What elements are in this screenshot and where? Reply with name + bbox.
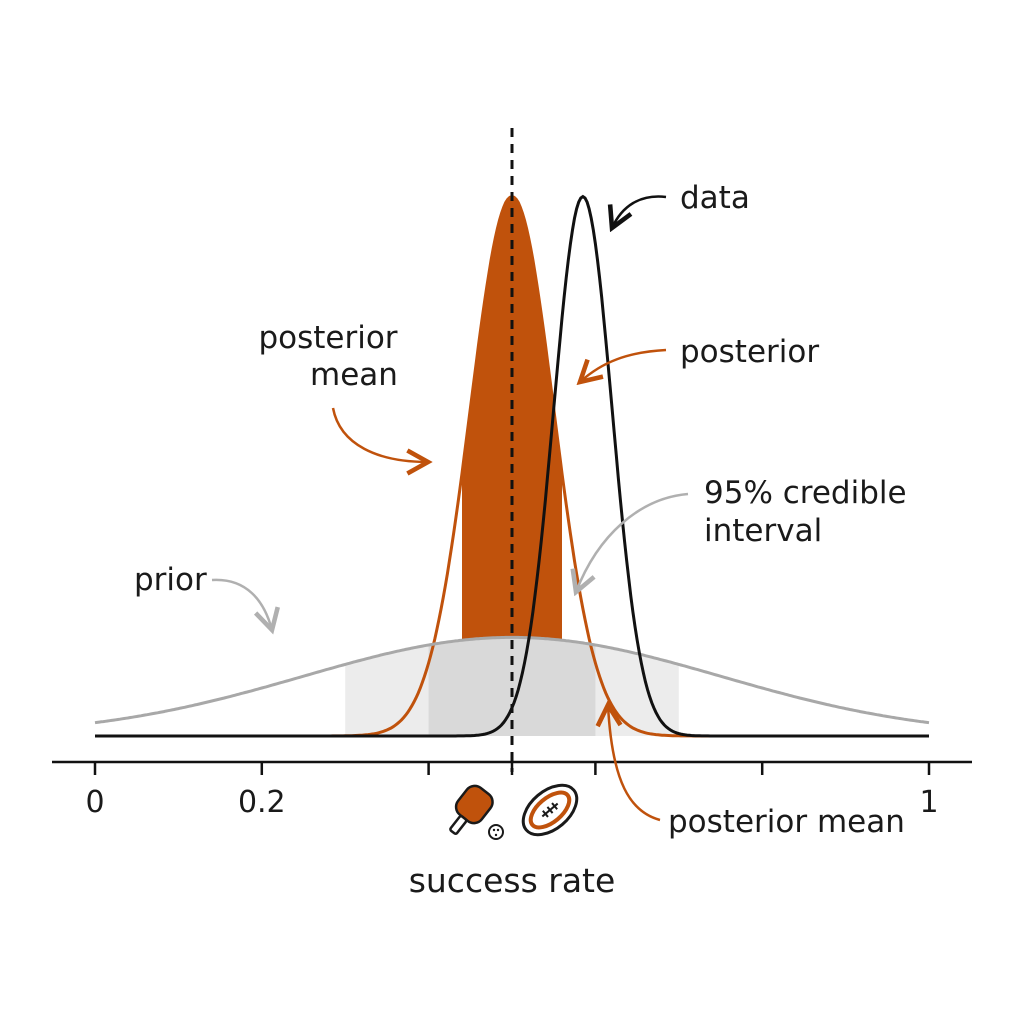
annotation-credible-line1: 95% credible	[704, 475, 907, 511]
prior-curve	[94, 635, 930, 725]
pickleball-paddle-icon	[449, 784, 494, 835]
annotation-credible-arrow	[576, 492, 689, 592]
annotation-posterior: posterior	[680, 334, 819, 370]
annotation-data-arrow	[612, 195, 667, 228]
annotation-posterior-arrow	[580, 348, 667, 382]
annotation-posterior-mean-arrow	[331, 407, 428, 462]
annotation-posterior-mean-line1: posterior	[258, 320, 397, 356]
annotation-prior: prior	[134, 562, 207, 598]
x-axis-label: success rate	[409, 861, 616, 900]
annotation-posterior-mean-bottom-arrow	[608, 705, 661, 822]
annotation-prior-arrow	[211, 578, 272, 630]
credible-band-1	[428, 637, 596, 736]
annotation-posterior-mean-bottom: posterior mean	[668, 804, 905, 840]
annotation-data: data	[680, 180, 750, 216]
annotations: data posterior posterior mean 95% credib…	[134, 180, 907, 840]
pickleball-icon	[488, 824, 504, 840]
x-tick-label-6: 1	[919, 785, 938, 820]
annotation-credible-line2: interval	[704, 513, 822, 549]
x-tick-label-0: 0	[85, 785, 104, 820]
x-axis: 0 0.2 1	[52, 760, 972, 820]
annotation-posterior-mean-line2: mean	[310, 357, 398, 393]
x-tick-label-1: 0.2	[238, 785, 286, 820]
rugby-ball-icon	[521, 783, 579, 837]
